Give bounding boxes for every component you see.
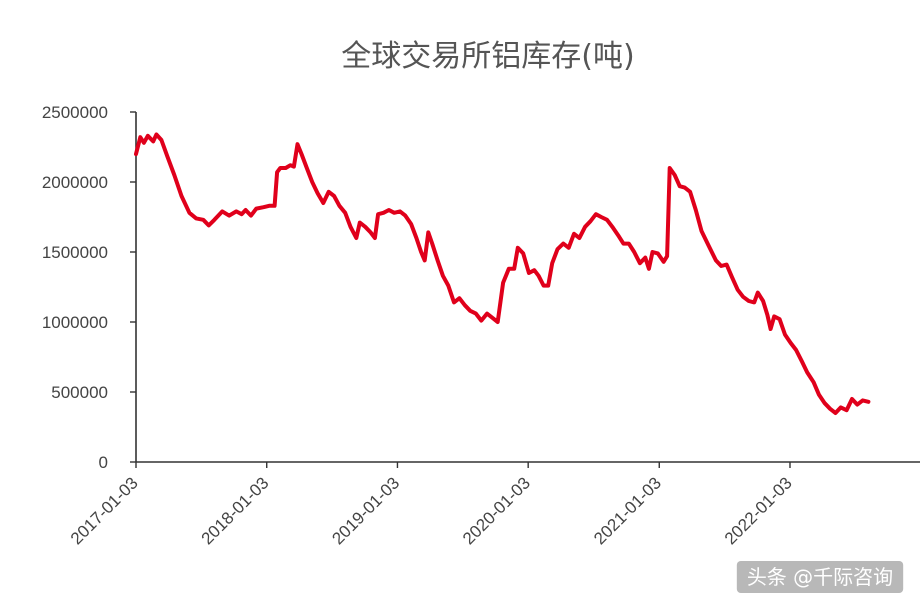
series-layer [134,132,871,415]
y-tick-label: 1500000 [42,243,108,262]
x-tick-label: 2017-01-03 [67,473,142,548]
watermark-text: 头条 @千际咨询 [747,565,893,589]
y-axis: 0 500000 1000000 1500000 2000000 2500000 [42,103,137,472]
x-tick-label: 2021-01-03 [590,473,665,548]
y-tick-label: 2000000 [42,173,108,192]
y-tick-label: 500000 [51,383,108,402]
x-tick-label: 2019-01-03 [328,473,403,548]
x-tick-label: 2018-01-03 [198,473,273,548]
x-tick-label: 2020-01-03 [459,473,534,548]
watermark-background [736,561,904,593]
series-line [134,132,871,415]
y-tick-label: 1000000 [42,313,108,332]
x-tick-label: 2022-01-03 [721,473,796,548]
y-tick-label: 2500000 [42,103,108,122]
chart-title: 全球交易所铝库存(吨) [341,39,634,74]
watermark: 头条 @千际咨询 [736,561,904,593]
x-axis: 2017-01-03 2018-01-03 2019-01-03 2020-01-03… [67,461,920,548]
y-tick-label: 0 [99,453,108,472]
